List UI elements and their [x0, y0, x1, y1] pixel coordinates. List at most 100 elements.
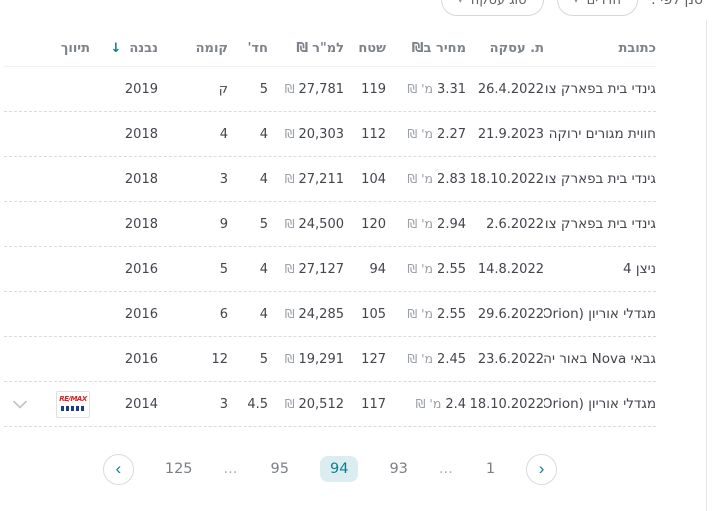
page-button-125[interactable]: 125 — [161, 459, 197, 479]
psqm-value: 27,127 — [298, 262, 345, 277]
page-button-94-active[interactable]: 94 — [320, 456, 359, 482]
cell-floor: 4 — [219, 126, 228, 142]
cell-price: 2.94 מ' ₪ — [386, 216, 466, 232]
deals-table: כתובת ת. עסקה מחיר ב₪ שטח למ"ר ₪ חד' קומ… — [4, 30, 656, 427]
price-value: 2.55 — [437, 262, 466, 277]
cell-area: 119 — [361, 81, 386, 97]
shekel-sign: ₪ — [284, 306, 295, 321]
filter-deal-type-label: סוג עסקה — [470, 0, 527, 8]
price-per-sqm-label: למ"ר — [312, 40, 344, 56]
cell-floor: 9 — [219, 216, 228, 232]
cell-brokerage: RE/MAX — [32, 390, 90, 418]
pagination-prev-button[interactable]: ‹ — [102, 453, 134, 485]
shekel-sign: ₪ — [284, 81, 295, 96]
sort-descending-icon: ↓ — [110, 40, 122, 56]
psqm-value: 24,285 — [298, 307, 345, 322]
cell-price: 2.27 מ' ₪ — [386, 126, 466, 142]
cell-area: 105 — [361, 306, 386, 322]
page-button-93[interactable]: 93 — [385, 459, 411, 479]
cell-address[interactable]: גינדי בית בפארק צומ... — [544, 216, 656, 232]
cell-price-per-sqm: 19,291 ₪ — [268, 351, 344, 367]
cell-address[interactable]: גינדי בית בפארק צומ... — [544, 171, 656, 187]
cell-deal-date: 14.8.2022 — [477, 261, 544, 277]
shekel-sign: ₪ — [296, 40, 309, 56]
chevron-right-icon: › — [538, 458, 545, 478]
table-row[interactable]: מגדלי אוריון (Orion) 18.10.2022 2.4 מ' ₪… — [4, 382, 656, 427]
cell-address[interactable]: גבאי Nova באור יהודה — [544, 351, 656, 367]
cell-floor: 3 — [219, 396, 228, 412]
page-button-1[interactable]: 1 — [482, 459, 499, 479]
price-unit: מ' ₪ — [415, 396, 442, 411]
psqm-value: 19,291 — [298, 352, 345, 367]
shekel-sign: ₪ — [284, 261, 295, 276]
price-unit: מ' ₪ — [407, 171, 434, 186]
column-header-area[interactable]: שטח — [358, 40, 386, 56]
cell-rooms: 4 — [259, 171, 268, 187]
cell-deal-date: 18.10.2022 — [469, 396, 544, 412]
column-header-rooms[interactable]: חד' — [247, 40, 268, 56]
table-row[interactable]: גבאי Nova באור יהודה 23.6.2022 2.45 מ' ₪… — [4, 337, 656, 382]
table-row[interactable]: חווית מגורים ירוקה ב... 21.9.2023 2.27 מ… — [4, 112, 656, 157]
column-header-floor[interactable]: קומה — [195, 40, 228, 56]
cell-floor: 12 — [211, 351, 228, 367]
column-header-brokerage[interactable]: תיווך — [60, 40, 90, 56]
column-header-deal-date[interactable]: ת. עסקה — [489, 40, 544, 56]
cell-built: 2016 — [124, 351, 158, 367]
psqm-value: 27,211 — [298, 172, 345, 187]
page-button-95[interactable]: 95 — [267, 459, 293, 479]
filter-rooms-label: חדרים — [586, 0, 622, 8]
column-header-price[interactable]: מחיר ב₪ — [411, 40, 466, 56]
psqm-value: 20,512 — [298, 397, 345, 412]
price-unit: מ' ₪ — [407, 216, 434, 231]
cell-deal-date: 26.4.2022 — [477, 81, 544, 97]
table-row[interactable]: ניצן 4 14.8.2022 2.55 מ' ₪ 94 27,127 ₪ 4… — [4, 247, 656, 292]
table-row[interactable]: מגדלי אוריון (Orion) 29.6.2022 2.55 מ' ₪… — [4, 292, 656, 337]
table-row[interactable]: גינדי בית בפארק צומ... 2.6.2022 2.94 מ' … — [4, 202, 656, 247]
cell-area: 117 — [361, 396, 386, 412]
cell-price: 2.55 מ' ₪ — [386, 261, 466, 277]
price-value: 2.45 — [437, 352, 466, 367]
cell-price-per-sqm: 24,285 ₪ — [268, 306, 344, 322]
cell-address[interactable]: חווית מגורים ירוקה ב... — [544, 126, 656, 142]
shekel-sign: ₪ — [284, 351, 295, 366]
price-value: 2.27 — [437, 127, 466, 142]
price-unit: מ' ₪ — [407, 351, 434, 366]
psqm-value: 27,781 — [298, 82, 345, 97]
cell-address[interactable]: מגדלי אוריון (Orion) — [544, 306, 656, 322]
remax-logo: RE/MAX — [56, 391, 90, 418]
cell-rooms: 4 — [259, 261, 268, 277]
pagination-ellipsis: … — [223, 461, 240, 477]
price-unit: מ' ₪ — [407, 81, 434, 96]
chevron-left-icon: ‹ — [115, 458, 122, 478]
cell-area: 94 — [369, 261, 386, 277]
column-header-built[interactable]: נבנה ↓ — [90, 41, 158, 56]
psqm-value: 20,303 — [298, 127, 345, 142]
shekel-sign: ₪ — [284, 396, 295, 411]
cell-price: 3.31 מ' ₪ — [386, 81, 466, 97]
price-unit: מ' ₪ — [407, 306, 434, 321]
filter-deal-type-button[interactable]: סוג עסקה ▾ — [440, 0, 544, 16]
cell-price-per-sqm: 20,303 ₪ — [268, 126, 344, 142]
cell-deal-date: 29.6.2022 — [477, 306, 544, 322]
cell-address[interactable]: מגדלי אוריון (Orion) — [544, 396, 656, 412]
price-value: 2.94 — [437, 217, 466, 232]
table-row[interactable]: גינדי בית בפארק צומ... 26.4.2022 3.31 מ'… — [4, 67, 656, 112]
table-header-row: כתובת ת. עסקה מחיר ב₪ שטח למ"ר ₪ חד' קומ… — [4, 30, 656, 67]
cell-built: 2018 — [124, 171, 158, 187]
cell-built: 2016 — [124, 306, 158, 322]
expand-row-button[interactable] — [8, 392, 32, 416]
table-row[interactable]: גינדי בית בפארק צומ... 18.10.2022 2.83 מ… — [4, 157, 656, 202]
column-header-price-per-sqm[interactable]: למ"ר ₪ — [268, 41, 344, 56]
cell-address[interactable]: גינדי בית בפארק צומ... — [544, 81, 656, 97]
pagination-next-button[interactable]: › — [526, 453, 558, 485]
cell-deal-date: 18.10.2022 — [469, 171, 544, 187]
filter-rooms-button[interactable]: חדרים ▾ — [556, 0, 639, 16]
remax-logo-stripe — [61, 406, 85, 411]
cell-address[interactable]: ניצן 4 — [623, 261, 656, 277]
price-unit: מ' ₪ — [407, 261, 434, 276]
cell-area: 104 — [361, 171, 386, 187]
cell-price: 2.55 מ' ₪ — [386, 306, 466, 322]
cell-rooms: 5 — [259, 351, 268, 367]
cell-rooms: 4 — [259, 126, 268, 142]
column-header-address[interactable]: כתובת — [618, 40, 656, 56]
